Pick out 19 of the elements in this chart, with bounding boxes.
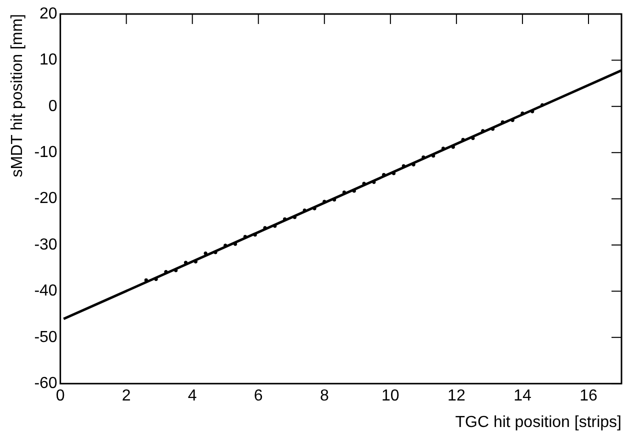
x-tick-label: 14 [514, 388, 532, 405]
x-tick-label: 2 [122, 388, 131, 405]
x-tick-label: 10 [382, 388, 400, 405]
y-tick-label: -40 [34, 282, 58, 300]
y-axis-title: sMDT hit position [mm] [9, 14, 26, 178]
y-tick-label: -60 [34, 375, 58, 392]
y-tick-label: 20 [40, 5, 58, 22]
x-tick-label: 12 [448, 388, 466, 405]
y-tick-label: -20 [34, 190, 58, 208]
x-tick-label: 4 [188, 388, 197, 405]
y-tick-label: -30 [34, 236, 58, 254]
y-tick-label: 10 [40, 52, 58, 69]
x-tick-label: 16 [580, 388, 598, 405]
x-axis-title: TGC hit position [strips] [455, 414, 622, 431]
y-tick-label: 0 [48, 98, 58, 115]
y-tick-label: -10 [34, 144, 58, 162]
x-tick-label: 8 [320, 388, 329, 405]
y-tick-label: -50 [34, 328, 58, 346]
x-tick-label: 6 [254, 388, 263, 405]
